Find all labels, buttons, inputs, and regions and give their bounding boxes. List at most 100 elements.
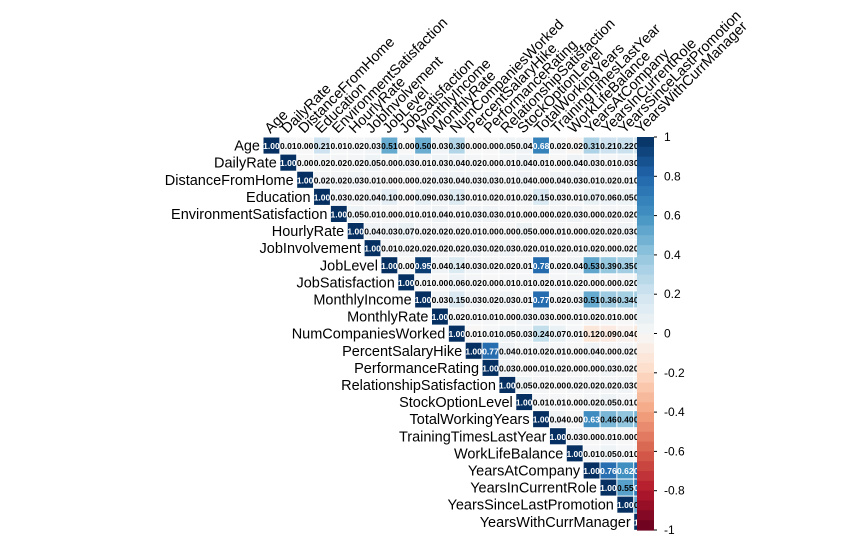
heatmap-cell-RelationshipSatisfaction-StockOptionLevel	[516, 376, 533, 393]
cell-value-DailyRate-JobSatisfaction: 0.03	[398, 158, 415, 168]
heatmap-cell-Education-JobSatisfaction	[398, 188, 415, 205]
cell-value-JobLevel-PercentSalaryHike: 0.03	[465, 261, 482, 271]
row-label-PerformanceRating: PerformanceRating	[354, 361, 479, 377]
heatmap-cell-DistanceFromHome-YearsInCurrentRole	[600, 171, 617, 188]
cell-value-DailyRate-RelationshipSatisfaction: 0.01	[499, 158, 516, 168]
heatmap-cell-DailyRate-MonthlyIncome	[415, 154, 431, 171]
heatmap-cell-Education-StockOptionLevel	[516, 188, 533, 205]
cell-value-DistanceFromHome-PercentSalaryHike: 0.03	[465, 175, 482, 185]
heatmap-cell-Education-RelationshipSatisfaction	[499, 188, 516, 205]
cell-value-NumCompaniesWorked-PerformanceRating: 0.01	[482, 329, 499, 339]
heatmap-cell-EnvironmentSatisfaction-TrainingTimesLastYear	[549, 205, 566, 222]
cell-value-EnvironmentSatisfaction-JobInvolvement: 0.01	[364, 209, 381, 219]
heatmap-cell-JobLevel-PerformanceRating	[482, 257, 499, 274]
heatmap-cell-StockOptionLevel-YearsSinceLastPromotion	[617, 394, 634, 411]
heatmap-cell-NumCompaniesWorked-StockOptionLevel	[516, 325, 533, 342]
cell-value-YearsInCurrentRole-YearsSinceLastPromotion: 0.55	[617, 483, 634, 493]
heatmap-cell-PerformanceRating-WorkLifeBalance	[566, 359, 583, 376]
heatmap-cell-HourlyRate-NumCompaniesWorked	[448, 223, 465, 240]
heatmap-cell-JobSatisfaction-NumCompaniesWorked	[448, 274, 465, 291]
cell-value-Age-JobLevel: 0.51	[381, 141, 398, 151]
cell-value-DailyRate-NumCompaniesWorked: 0.04	[449, 158, 466, 168]
cell-value-Education-MonthlyIncome: 0.09	[415, 192, 432, 202]
row-label-MonthlyRate: MonthlyRate	[347, 310, 428, 326]
cell-value-DistanceFromHome-JobLevel: 0.00	[381, 175, 398, 185]
cell-value-PerformanceRating-StockOptionLevel: 0.00	[516, 363, 533, 373]
cell-value-EnvironmentSatisfaction-JobLevel: 0.00	[381, 209, 398, 219]
heatmap-cell-StockOptionLevel-StockOptionLevel	[516, 394, 533, 411]
heatmap-cell-Education-PercentSalaryHike	[465, 188, 482, 205]
heatmap-cell-HourlyRate-YearsAtCompany	[583, 223, 600, 240]
row-label-JobLevel: JobLevel	[320, 258, 378, 274]
heatmap-cell-HourlyRate-WorkLifeBalance	[566, 223, 583, 240]
cell-value-JobInvolvement-StockOptionLevel: 0.02	[516, 244, 533, 254]
heatmap-cell-HourlyRate-YearsInCurrentRole	[600, 223, 617, 240]
heatmap-cell-NumCompaniesWorked-PerformanceRating	[482, 325, 499, 342]
cell-value-DistanceFromHome-TrainingTimesLastYear: 0.04	[550, 175, 567, 185]
heatmap-cell-NumCompaniesWorked-NumCompaniesWorked	[448, 325, 465, 342]
heatmap-cell-JobInvolvement-NumCompaniesWorked	[448, 240, 465, 257]
cell-value-HourlyRate-YearsInCurrentRole: 0.02	[600, 227, 617, 237]
cell-value-Age-MonthlyIncome: 0.50	[415, 141, 432, 151]
cell-value-JobInvolvement-NumCompaniesWorked: 0.02	[449, 244, 466, 254]
cell-value-DistanceFromHome-YearsSinceLastPromotion: 0.01	[617, 175, 634, 185]
heatmap-cell-TotalWorkingYears-YearsSinceLastPromotion	[617, 411, 634, 428]
heatmap-cell-Age-Education	[314, 137, 330, 154]
cell-value-HourlyRate-JobLevel: 0.03	[381, 227, 398, 237]
cell-value-JobLevel-WorkLifeBalance: 0.04	[566, 261, 583, 271]
cell-value-JobInvolvement-WorkLifeBalance: 0.01	[566, 244, 583, 254]
cell-value-TotalWorkingYears-YearsSinceLastPromotion: 0.40	[617, 415, 634, 425]
heatmap-cell-StockOptionLevel-TrainingTimesLastYear	[549, 394, 566, 411]
heatmap-cell-Age-HourlyRate	[347, 137, 364, 154]
cell-value-EnvironmentSatisfaction-YearsInCurrentRole: 0.02	[600, 209, 617, 219]
cell-value-PerformanceRating-YearsSinceLastPromotion: 0.02	[617, 363, 634, 373]
heatmap-cell-PerformanceRating-YearsSinceLastPromotion	[617, 359, 634, 376]
heatmap-cell-EnvironmentSatisfaction-YearsInCurrentRole	[600, 205, 617, 222]
heatmap-cell-NumCompaniesWorked-PercentSalaryHike	[465, 325, 482, 342]
colorbar-band	[637, 264, 654, 276]
heatmap-cell-Age-JobSatisfaction	[398, 137, 415, 154]
cell-value-StockOptionLevel-TotalWorkingYears: 0.01	[533, 398, 550, 408]
colorbar-band	[637, 176, 654, 187]
heatmap-cell-PercentSalaryHike-WorkLifeBalance	[566, 342, 583, 359]
cell-value-MonthlyIncome-MonthlyIncome: 1.00	[415, 295, 432, 305]
heatmap-cell-TrainingTimesLastYear-WorkLifeBalance	[566, 428, 583, 445]
cell-value-TrainingTimesLastYear-YearsInCurrentRole: 0.01	[600, 432, 617, 442]
row-labels: AgeDailyRateDistanceFromHomeEducationEnv…	[165, 139, 631, 531]
cell-value-DistanceFromHome-StockOptionLevel: 0.04	[516, 175, 533, 185]
heatmap-cell-JobSatisfaction-YearsSinceLastPromotion	[617, 274, 634, 291]
cell-value-DailyRate-YearsSinceLastPromotion: 0.03	[617, 158, 634, 168]
heatmap-cell-Age-JobInvolvement	[364, 137, 381, 154]
heatmap-cell-Education-YearsSinceLastPromotion	[617, 188, 634, 205]
cell-value-Age-RelationshipSatisfaction: 0.05	[499, 141, 516, 151]
cell-value-Age-StockOptionLevel: 0.04	[516, 141, 533, 151]
heatmap-cell-Age-JobLevel	[381, 137, 398, 154]
cell-value-DistanceFromHome-NumCompaniesWorked: 0.04	[449, 175, 466, 185]
cell-value-MonthlyIncome-PercentSalaryHike: 0.03	[465, 295, 482, 305]
heatmap-cell-HourlyRate-StockOptionLevel	[516, 223, 533, 240]
heatmap-cell-DistanceFromHome-NumCompaniesWorked	[448, 171, 465, 188]
heatmap-cell-DistanceFromHome-JobSatisfaction	[398, 171, 415, 188]
cell-value-EnvironmentSatisfaction-WorkLifeBalance: 0.03	[566, 209, 583, 219]
cell-value-HourlyRate-PerformanceRating: 0.00	[482, 227, 499, 237]
heatmap-cell-JobLevel-YearsInCurrentRole	[600, 257, 617, 274]
heatmap-cell-Age-YearsAtCompany	[583, 137, 600, 154]
heatmap-cell-DailyRate-TotalWorkingYears	[533, 154, 549, 171]
heatmap-cell-JobLevel-TotalWorkingYears	[533, 257, 549, 274]
heatmap-cell-TotalWorkingYears-YearsAtCompany	[583, 411, 600, 428]
cell-value-PerformanceRating-WorkLifeBalance: 0.00	[566, 363, 583, 373]
heatmap-cell-Age-RelationshipSatisfaction	[499, 137, 516, 154]
heatmap-cell-DistanceFromHome-PercentSalaryHike	[465, 171, 482, 188]
heatmap-cell-MonthlyIncome-YearsAtCompany	[583, 291, 600, 308]
heatmap-cell-HourlyRate-RelationshipSatisfaction	[499, 223, 516, 240]
heatmap-cell-Age-PercentSalaryHike	[465, 137, 482, 154]
cell-value-MonthlyRate-YearsInCurrentRole: 0.01	[600, 312, 617, 322]
cell-value-MonthlyRate-PercentSalaryHike: 0.01	[465, 312, 482, 322]
heatmap-cell-DailyRate-MonthlyRate	[432, 154, 448, 171]
heatmap-cell-HourlyRate-JobLevel	[381, 223, 398, 240]
cell-value-JobInvolvement-RelationshipSatisfaction: 0.03	[499, 244, 516, 254]
heatmap-cell-DistanceFromHome-HourlyRate	[347, 171, 364, 188]
cell-value-Education-HourlyRate: 0.02	[347, 192, 364, 202]
heatmap-cell-EnvironmentSatisfaction-NumCompaniesWorked	[448, 205, 465, 222]
heatmap-cell-EnvironmentSatisfaction-JobSatisfaction	[398, 205, 415, 222]
